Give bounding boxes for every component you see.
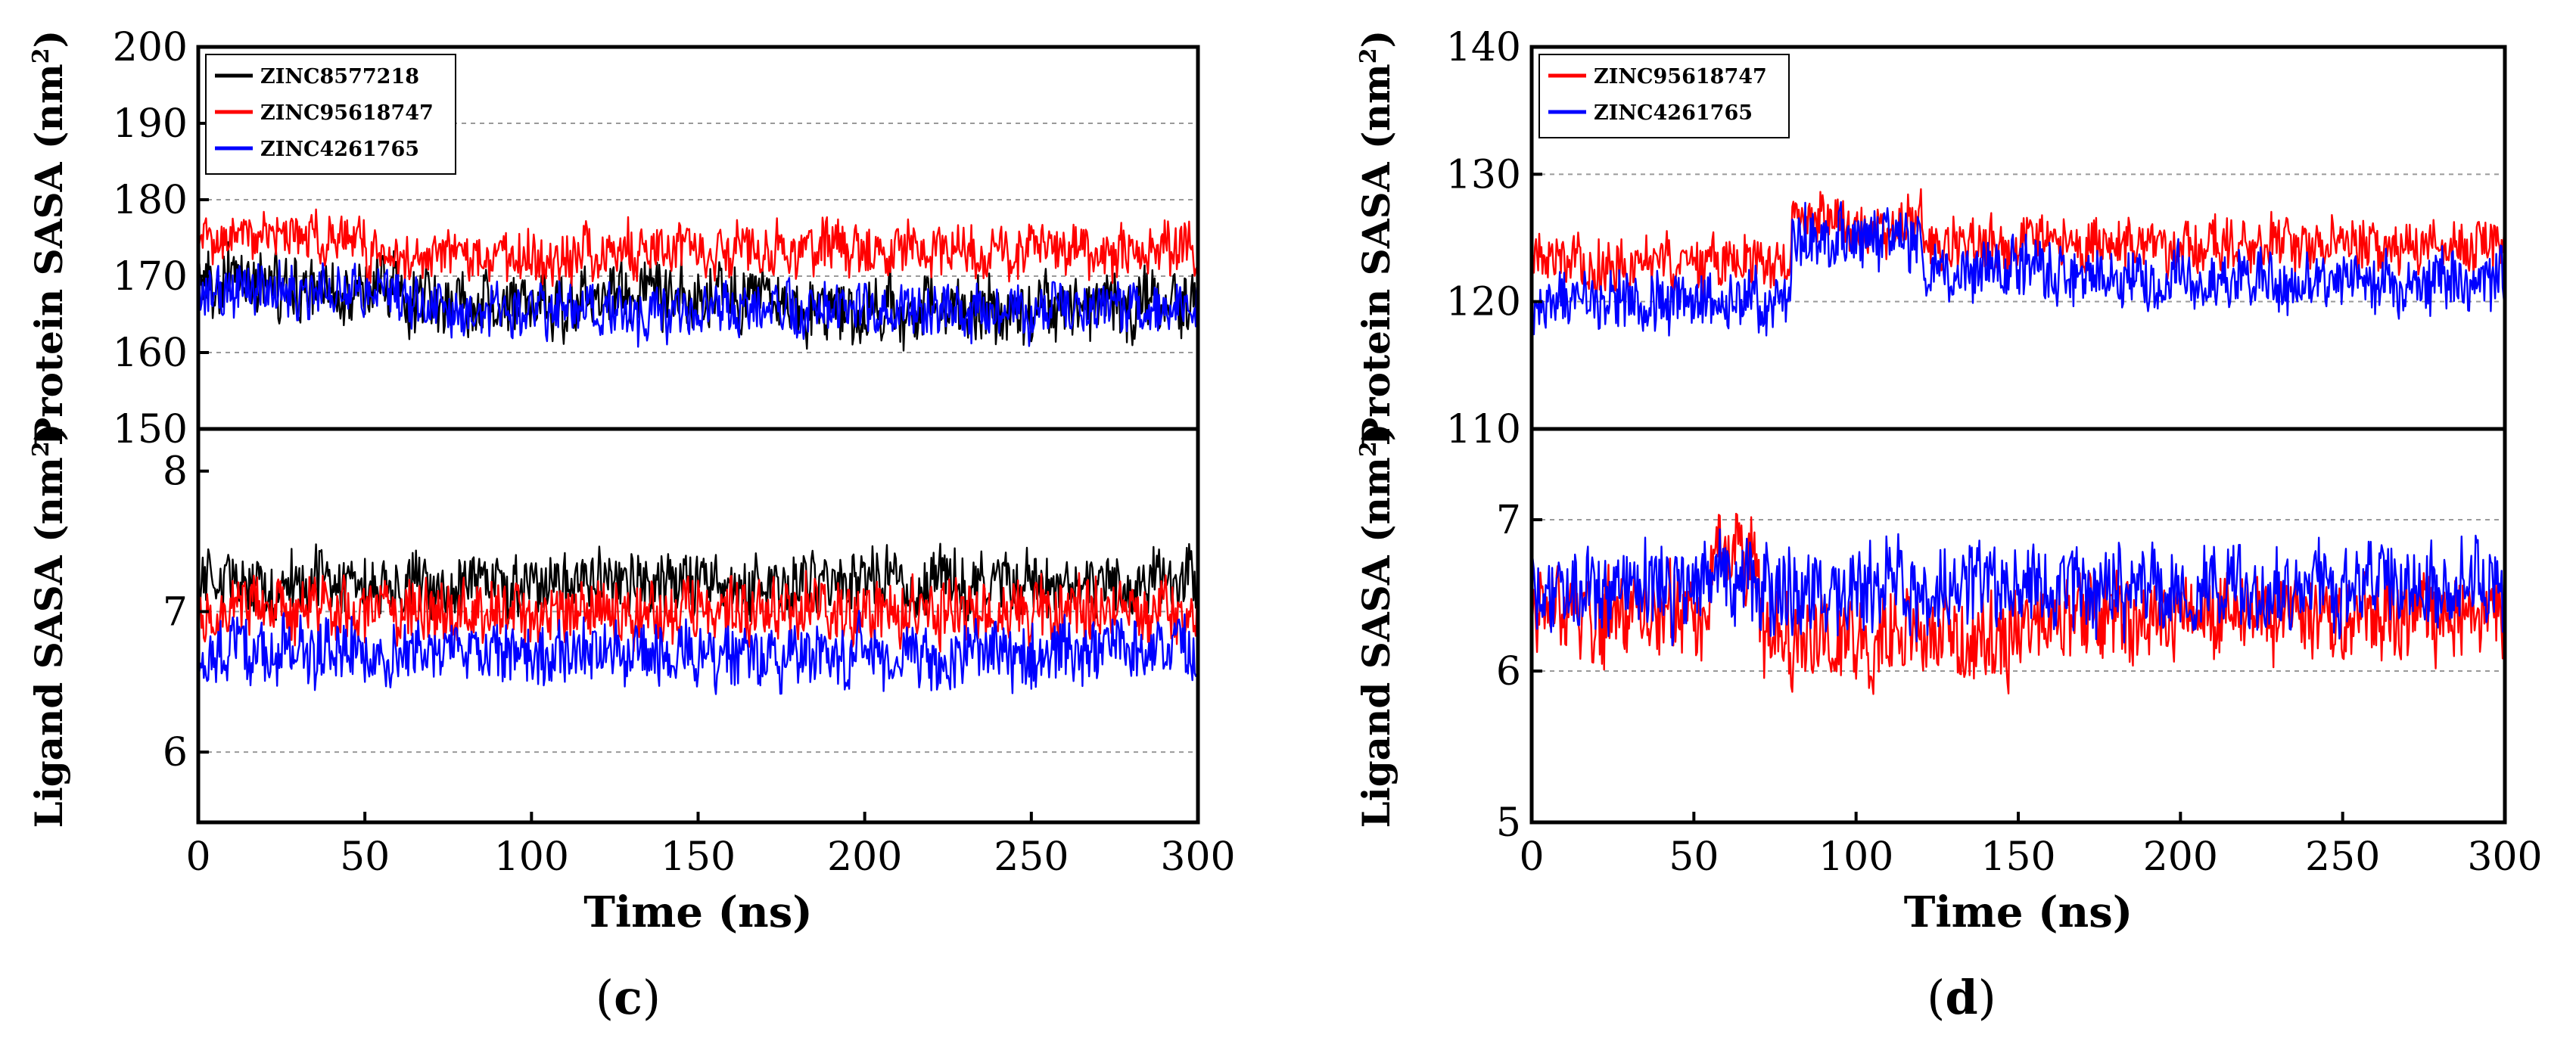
y-axis-title: Ligand SASA (nm2) bbox=[26, 424, 71, 828]
y-tick-label: 5 bbox=[1496, 800, 1521, 846]
y-axis-title-text: Protein SASA (nm bbox=[26, 64, 71, 446]
caption-open: ( bbox=[1927, 970, 1945, 1025]
y-axis-title-close: ) bbox=[1354, 424, 1398, 442]
x-tick-label: 200 bbox=[2143, 834, 2218, 880]
x-axis-title: Time (ns) bbox=[583, 887, 813, 937]
y-axis-title-superscript: 2 bbox=[28, 48, 54, 64]
series-line-ZINC95618747 bbox=[1532, 188, 2505, 298]
y-tick-label: 140 bbox=[1446, 25, 1521, 70]
y-tick-label: 6 bbox=[1496, 649, 1521, 694]
y-axis-title-text: Protein SASA (nm bbox=[1354, 64, 1398, 446]
series-line-ZINC4261765 bbox=[1532, 200, 2505, 337]
chart-d: 110 120 130 140 Protein SASA (nm2) 5 6 7 Ligand … bbox=[1354, 25, 2543, 1025]
series-line-ZINC95618747 bbox=[198, 570, 1198, 653]
panel-c-protein: 150 160 170 180 190 200 Protein SASA (nm2) bbox=[26, 25, 1200, 452]
x-tick-label: 200 bbox=[827, 834, 902, 880]
x-tick-label: 100 bbox=[1818, 834, 1893, 880]
x-tick-label: 250 bbox=[994, 834, 1069, 880]
legend-label: ZINC4261765 bbox=[260, 138, 419, 161]
series-line-ZINC95618747 bbox=[198, 208, 1198, 287]
y-axis-title-close: ) bbox=[26, 424, 71, 442]
x-tick-label: 0 bbox=[185, 834, 210, 880]
legend: ZINC8577218 ZINC95618747 ZINC4261765 bbox=[205, 54, 456, 175]
panel-c-ligand: 6 7 8 Ligand SASA (nm2) bbox=[26, 424, 1200, 828]
y-tick-label: 170 bbox=[113, 254, 188, 300]
panel-d-protein: 110 120 130 140 Protein SASA (nm2) bbox=[1354, 25, 2507, 452]
series-line-ZINC4261765 bbox=[198, 610, 1198, 695]
legend-box bbox=[1538, 54, 1790, 138]
x-axis-title: Time (ns) bbox=[1904, 887, 2133, 937]
x-tick-label: 150 bbox=[1980, 834, 2055, 880]
legend-label: ZINC4261765 bbox=[1594, 101, 1753, 125]
x-tick-label: 300 bbox=[2467, 834, 2542, 880]
figure-caption: (d) bbox=[1927, 970, 1996, 1025]
y-tick-label: 180 bbox=[113, 178, 188, 223]
series-line-ZINC4261765 bbox=[1532, 528, 2505, 647]
legend-label: ZINC95618747 bbox=[260, 101, 434, 125]
series-line-ZINC95618747 bbox=[1532, 512, 2505, 695]
chart-c: 150 160 170 180 190 200 Protein SASA (nm2) 6 7 8 L… bbox=[26, 25, 1236, 1025]
y-tick-label: 130 bbox=[1446, 152, 1521, 197]
caption-open: ( bbox=[596, 970, 614, 1025]
y-axis-title: Protein SASA (nm2) bbox=[26, 30, 71, 446]
y-axis-title-superscript: 2 bbox=[1355, 48, 1382, 64]
y-tick-label: 190 bbox=[113, 101, 188, 147]
series-group bbox=[198, 208, 1198, 352]
y-axis-title-close: ) bbox=[26, 30, 71, 48]
y-axis-title-text: Ligand SASA (nm bbox=[26, 457, 71, 828]
x-tick-label: 50 bbox=[1669, 834, 1719, 880]
caption-close: ) bbox=[1978, 970, 1996, 1025]
y-tick-label: 8 bbox=[163, 449, 188, 495]
figure-caption: (c) bbox=[596, 970, 661, 1025]
y-tick-label: 120 bbox=[1446, 280, 1521, 325]
legend-label: ZINC8577218 bbox=[260, 65, 419, 89]
y-tick-label: 6 bbox=[163, 730, 188, 775]
caption-letter: c bbox=[614, 970, 642, 1025]
y-axis-title: Protein SASA (nm2) bbox=[1354, 30, 1398, 446]
y-tick-label: 200 bbox=[113, 25, 188, 70]
x-tick-label: 300 bbox=[1160, 834, 1235, 880]
caption-letter: d bbox=[1945, 970, 1977, 1025]
series-line-ZINC4261765 bbox=[198, 259, 1198, 348]
x-tick-label: 250 bbox=[2305, 834, 2380, 880]
series-group bbox=[198, 542, 1198, 695]
y-axis-title-close: ) bbox=[1354, 30, 1398, 48]
x-tick-label: 100 bbox=[494, 834, 569, 880]
x-tick-label: 50 bbox=[340, 834, 390, 880]
y-tick-label: 150 bbox=[113, 407, 188, 452]
y-axis-title-superscript: 2 bbox=[28, 441, 54, 457]
panel-d-ligand: 5 6 7 Ligand SASA (nm2) bbox=[1354, 424, 2507, 846]
y-tick-label: 160 bbox=[113, 331, 188, 376]
y-axis-title: Ligand SASA (nm2) bbox=[1354, 424, 1398, 828]
y-tick-label: 110 bbox=[1446, 407, 1521, 452]
x-tick-label: 0 bbox=[1519, 834, 1544, 880]
legend-label: ZINC95618747 bbox=[1594, 65, 1767, 89]
x-tick-label: 150 bbox=[661, 834, 736, 880]
series-group bbox=[1532, 188, 2505, 337]
y-axis-title-text: Ligand SASA (nm bbox=[1354, 457, 1398, 828]
y-axis-title-superscript: 2 bbox=[1355, 441, 1382, 457]
caption-close: ) bbox=[642, 970, 661, 1025]
y-tick-label: 7 bbox=[163, 589, 188, 635]
legend: ZINC95618747 ZINC4261765 bbox=[1538, 54, 1790, 138]
y-tick-label: 7 bbox=[1496, 498, 1521, 543]
series-group bbox=[1532, 512, 2505, 695]
